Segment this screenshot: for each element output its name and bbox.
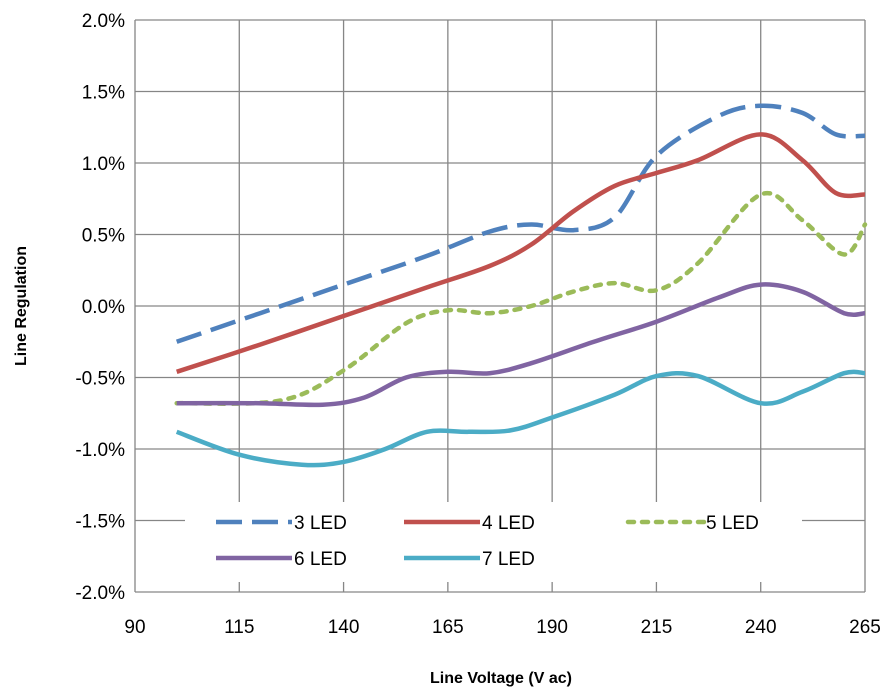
y-tick-label: -0.5% (75, 369, 125, 390)
series-line-7-led (175, 369, 866, 468)
x-tick-label: 165 (432, 617, 464, 638)
legend-label: 6 LED (294, 549, 347, 570)
x-axis-ticks: 90 115 140 165 190 215 240 265 (124, 617, 880, 638)
legend-label: 3 LED (294, 513, 347, 534)
x-tick-label: 265 (849, 617, 881, 638)
y-axis-ticks: 2.0% 1.5% 1.0% 0.5% 0.0% -0.5% -1.0% -1.5% -2.0% (75, 11, 125, 604)
series-line-3-led (175, 103, 866, 344)
y-tick-label: -1.0% (75, 440, 125, 461)
legend-label: 4 LED (482, 513, 535, 534)
series-line-4-led (176, 132, 866, 374)
legend-label: 7 LED (482, 549, 535, 570)
legend-box (185, 502, 802, 582)
legend-label: 5 LED (706, 513, 759, 534)
y-tick-label: 1.0% (82, 154, 125, 175)
y-tick-label: 1.5% (82, 83, 125, 104)
y-tick-label: 0.5% (82, 226, 125, 247)
x-axis-title: Line Voltage (V ac) (430, 670, 572, 687)
x-tick-label: 215 (641, 617, 673, 638)
x-tick-label: 115 (224, 617, 254, 638)
series-line-5-led (174, 190, 868, 406)
y-tick-label: 2.0% (82, 11, 125, 32)
y-tick-label: 0.0% (82, 297, 125, 318)
x-tick-label: 140 (328, 617, 360, 638)
y-tick-label: -1.5% (75, 512, 125, 533)
grid-lines (134, 19, 866, 593)
legend: 3 LED 4 LED 5 LED 6 LED 7 LED (185, 502, 802, 582)
x-tick-label: 240 (745, 617, 777, 638)
series-line-6-led (176, 282, 866, 408)
y-tick-label: -2.0% (75, 583, 125, 604)
x-tick-label: 190 (536, 617, 568, 638)
x-tick-label: 90 (124, 617, 145, 638)
y-axis-title: Line Regulation (13, 246, 30, 366)
series-lines (174, 103, 868, 468)
